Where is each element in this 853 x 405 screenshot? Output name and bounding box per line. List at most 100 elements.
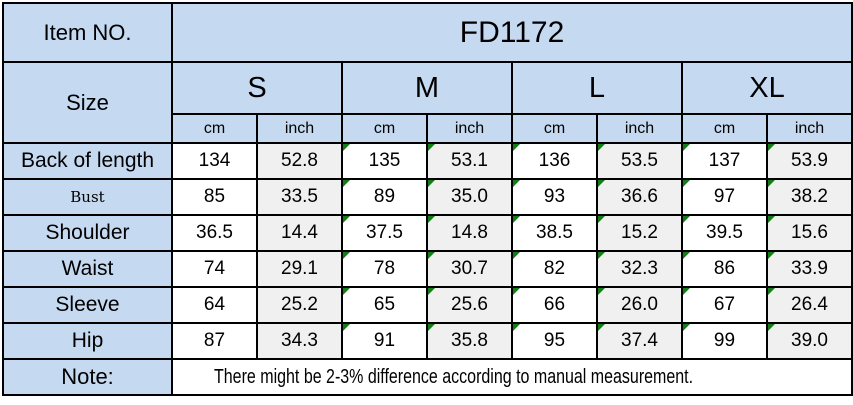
measurement-cell: 33.5: [256, 178, 343, 216]
measurement-cell: 33.9: [765, 250, 853, 288]
measurement-cell: 35.8: [426, 322, 513, 360]
size-header-l: L: [511, 61, 683, 115]
error-marker-icon: [429, 217, 435, 223]
error-marker-icon: [684, 181, 690, 187]
unit-header-cm: cm: [171, 113, 258, 144]
error-marker-icon: [344, 145, 350, 151]
error-marker-icon: [429, 145, 435, 151]
measurement-cell: 87: [171, 322, 258, 360]
error-marker-icon: [684, 289, 690, 295]
table-row: Sleeve 64 25.2 65 25.6 66 26.0 67 26.4: [2, 286, 853, 324]
error-marker-icon: [599, 325, 605, 331]
error-marker-icon: [599, 289, 605, 295]
measurement-cell: 14.4: [256, 214, 343, 252]
table-row: Back of length 134 52.8 135 53.1 136 53.…: [2, 142, 853, 180]
error-marker-icon: [684, 253, 690, 259]
row-label-shoulder: Shoulder: [2, 214, 173, 252]
measurement-cell: 53.5: [596, 142, 683, 180]
measurement-cell: 34.3: [256, 322, 343, 360]
measurement-cell: 65: [341, 286, 428, 324]
measurement-cell: 53.9: [765, 142, 853, 180]
error-marker-icon: [769, 325, 775, 331]
error-marker-icon: [684, 217, 690, 223]
row-label-sleeve: Sleeve: [2, 286, 173, 324]
error-marker-icon: [769, 181, 775, 187]
error-marker-icon: [514, 145, 520, 151]
error-marker-icon: [599, 253, 605, 259]
unit-header-inch: inch: [426, 113, 513, 144]
row-label-waist: Waist: [2, 250, 173, 288]
measurement-cell: 36.6: [596, 178, 683, 216]
unit-header-inch: inch: [765, 113, 853, 144]
measurement-cell: 134: [171, 142, 258, 180]
error-marker-icon: [429, 253, 435, 259]
measurement-cell: 35.0: [426, 178, 513, 216]
size-header-s: S: [171, 61, 343, 115]
measurement-cell: 67: [681, 286, 768, 324]
error-marker-icon: [769, 253, 775, 259]
error-marker-icon: [514, 289, 520, 295]
measurement-cell: 136: [511, 142, 598, 180]
measurement-cell: 15.2: [596, 214, 683, 252]
size-chart-table: Item NO. FD1172 Size S M L XL cm inch cm…: [2, 2, 853, 396]
measurement-cell: 137: [681, 142, 768, 180]
measurement-cell: 95: [511, 322, 598, 360]
error-marker-icon: [429, 325, 435, 331]
table-row: Bust 85 33.5 89 35.0 93 36.6 97 38.2: [2, 178, 853, 216]
measurement-cell: 36.5: [171, 214, 258, 252]
measurement-cell: 74: [171, 250, 258, 288]
measurement-cell: 64: [171, 286, 258, 324]
error-marker-icon: [514, 217, 520, 223]
error-marker-icon: [599, 145, 605, 151]
unit-header-inch: inch: [256, 113, 343, 144]
unit-header-cm: cm: [341, 113, 428, 144]
measurement-cell: 30.7: [426, 250, 513, 288]
note-text: There might be 2-3% difference according…: [214, 365, 694, 388]
row-label-bust: Bust: [2, 178, 173, 216]
measurement-cell: 53.1: [426, 142, 513, 180]
row-label-back-of-length: Back of length: [2, 142, 173, 180]
table-row: Shoulder 36.5 14.4 37.5 14.8 38.5 15.2 3…: [2, 214, 853, 252]
size-header-m: M: [341, 61, 513, 115]
error-marker-icon: [344, 253, 350, 259]
measurement-cell: 37.5: [341, 214, 428, 252]
measurement-cell: 89: [341, 178, 428, 216]
measurement-cell: 52.8: [256, 142, 343, 180]
measurement-cell: 86: [681, 250, 768, 288]
table-row: Hip 87 34.3 91 35.8 95 37.4 99 39.0: [2, 322, 853, 360]
measurement-cell: 26.4: [765, 286, 853, 324]
error-marker-icon: [344, 181, 350, 187]
size-label: Size: [2, 61, 173, 144]
measurement-cell: 93: [511, 178, 598, 216]
measurement-cell: 78: [341, 250, 428, 288]
note-label: Note:: [2, 358, 173, 396]
measurement-cell: 37.4: [596, 322, 683, 360]
error-marker-icon: [514, 253, 520, 259]
measurement-cell: 25.6: [426, 286, 513, 324]
table-row: Waist 74 29.1 78 30.7 82 32.3 86 33.9: [2, 250, 853, 288]
error-marker-icon: [769, 217, 775, 223]
error-marker-icon: [344, 289, 350, 295]
item-no-value: FD1172: [170, 2, 853, 63]
measurement-cell: 39.0: [765, 322, 853, 360]
measurement-cell: 32.3: [596, 250, 683, 288]
measurement-cell: 99: [681, 322, 768, 360]
error-marker-icon: [344, 325, 350, 331]
measurement-cell: 38.5: [511, 214, 598, 252]
error-marker-icon: [429, 289, 435, 295]
measurement-cell: 15.6: [765, 214, 853, 252]
unit-header-inch: inch: [596, 113, 683, 144]
measurement-cell: 85: [171, 178, 258, 216]
measurement-cell: 91: [341, 322, 428, 360]
row-label-hip: Hip: [2, 322, 173, 360]
error-marker-icon: [429, 181, 435, 187]
error-marker-icon: [769, 145, 775, 151]
item-no-label: Item NO.: [2, 2, 173, 63]
unit-header-cm: cm: [681, 113, 768, 144]
error-marker-icon: [684, 145, 690, 151]
error-marker-icon: [684, 325, 690, 331]
note-text-cell: There might be 2-3% difference according…: [170, 358, 853, 396]
measurement-cell: 135: [341, 142, 428, 180]
error-marker-icon: [514, 325, 520, 331]
error-marker-icon: [599, 217, 605, 223]
